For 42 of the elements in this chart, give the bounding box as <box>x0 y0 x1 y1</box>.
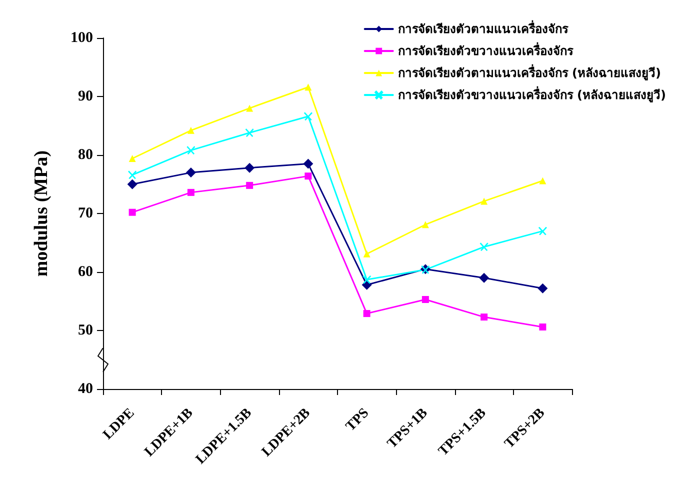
point <box>127 179 138 190</box>
point <box>246 104 254 112</box>
legend-label: การจัดเรียงตัวขวางแนวเครื่องจักร <box>398 42 574 58</box>
point <box>539 323 546 330</box>
point <box>187 188 194 196</box>
point <box>128 155 136 162</box>
y-tick-label: 80 <box>78 147 93 163</box>
point <box>186 146 196 155</box>
legend-label: การจัดเรียงตัวขวางแนวเครื่องจักร (หลังฉายแสงยูวี) <box>398 86 666 103</box>
point <box>186 168 196 178</box>
point <box>480 198 488 205</box>
point <box>538 283 548 294</box>
point <box>304 172 312 180</box>
y-tick-label: 50 <box>78 322 93 338</box>
point <box>362 275 372 284</box>
point <box>363 250 370 258</box>
legend-label: การจัดเรียงตัวตามแนวเครื่องจักร <box>398 20 569 36</box>
legend-label: การจัดเรียงตัวตามแนวเครื่องจักร (หลังฉายแสงยูวี) <box>398 64 662 81</box>
y-tick-label: 60 <box>78 264 93 280</box>
y-tick-label: 100 <box>70 30 93 46</box>
point <box>245 128 254 138</box>
point <box>422 221 429 228</box>
y-axis-title: modulus (MPa) <box>31 150 52 277</box>
point <box>363 310 370 318</box>
point <box>422 296 429 303</box>
point <box>480 242 488 252</box>
point <box>128 170 137 180</box>
point <box>128 208 136 216</box>
point <box>538 226 547 236</box>
point <box>246 182 254 189</box>
y-tick-label: 40 <box>78 381 93 397</box>
point <box>304 112 312 121</box>
y-tick-label: 70 <box>78 206 93 222</box>
point <box>479 272 490 283</box>
point <box>187 126 194 134</box>
point <box>480 314 488 321</box>
x-tick-label: TPS <box>343 406 372 434</box>
point <box>304 84 312 91</box>
point <box>539 177 546 184</box>
point <box>244 162 255 173</box>
point <box>303 158 314 169</box>
y-tick-label: 90 <box>78 88 93 104</box>
